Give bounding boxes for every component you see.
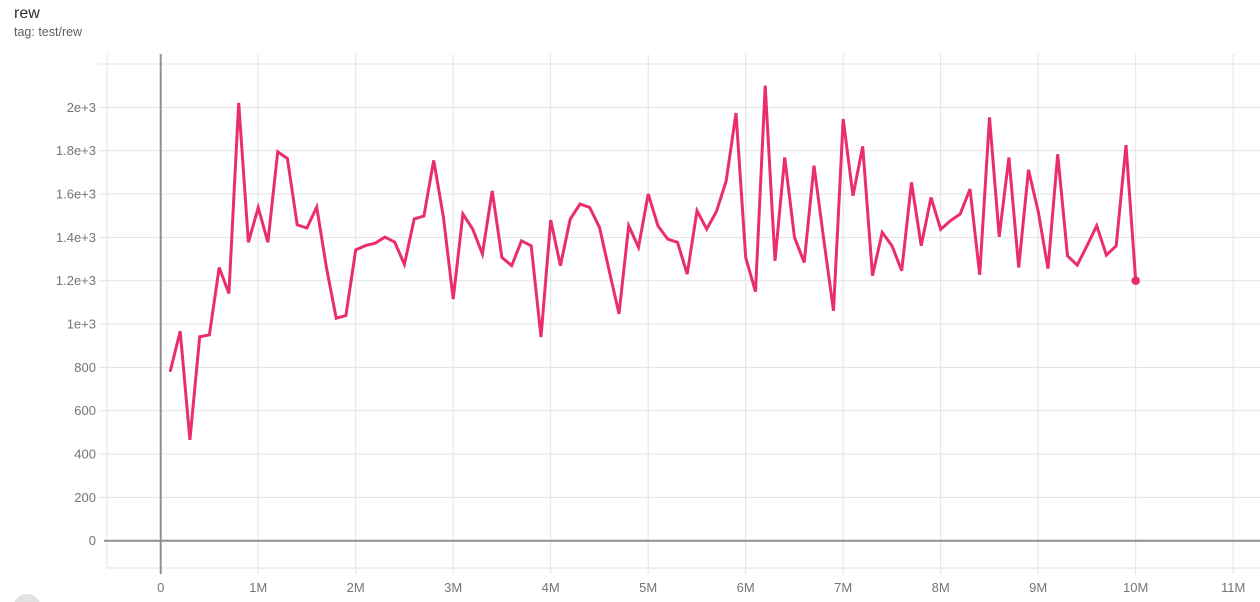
chart-tag: tag: test/rew bbox=[14, 25, 83, 39]
x-tick-label: 10M bbox=[1123, 580, 1148, 595]
x-tick-label: 2M bbox=[347, 580, 365, 595]
y-tick-label: 800 bbox=[74, 360, 96, 375]
y-tick-label: 1.2e+3 bbox=[56, 273, 96, 288]
axis-tick-labels: 0 200 400 600 800 1e+3 1.2e+3 1.4e+3 1.6e+3 1.8e+… bbox=[56, 100, 1245, 595]
y-tick-label: 1.4e+3 bbox=[56, 230, 96, 245]
partial-corner-button[interactable] bbox=[13, 594, 41, 602]
x-tick-label: 3M bbox=[444, 580, 462, 595]
x-tick-label: 6M bbox=[737, 580, 755, 595]
x-tick-label: 7M bbox=[834, 580, 852, 595]
zero-axis-lines bbox=[104, 54, 1260, 574]
card-header: rew tag: test/rew bbox=[14, 4, 82, 40]
y-tick-label: 200 bbox=[74, 490, 96, 505]
y-tick-label: 1e+3 bbox=[67, 317, 96, 332]
x-tick-label: 11M bbox=[1221, 580, 1245, 595]
last-point-marker bbox=[1131, 276, 1140, 285]
y-tick-label: 2e+3 bbox=[67, 100, 96, 115]
y-tick-label: 600 bbox=[74, 403, 96, 418]
x-tick-label: 5M bbox=[639, 580, 657, 595]
y-tick-label: 1.6e+3 bbox=[56, 187, 96, 202]
y-tick-label: 1.8e+3 bbox=[56, 143, 96, 158]
y-tick-label: 400 bbox=[74, 447, 96, 462]
x-tick-label: 8M bbox=[932, 580, 950, 595]
x-tick-label: 1M bbox=[249, 580, 267, 595]
x-tick-label: 9M bbox=[1029, 580, 1047, 595]
x-tick-label: 4M bbox=[542, 580, 560, 595]
x-tick-label: 0 bbox=[157, 580, 164, 595]
series-line bbox=[168, 85, 1138, 441]
y-tick-label: 0 bbox=[89, 533, 96, 548]
chart-title: rew bbox=[14, 5, 40, 22]
gridlines bbox=[98, 54, 1260, 574]
